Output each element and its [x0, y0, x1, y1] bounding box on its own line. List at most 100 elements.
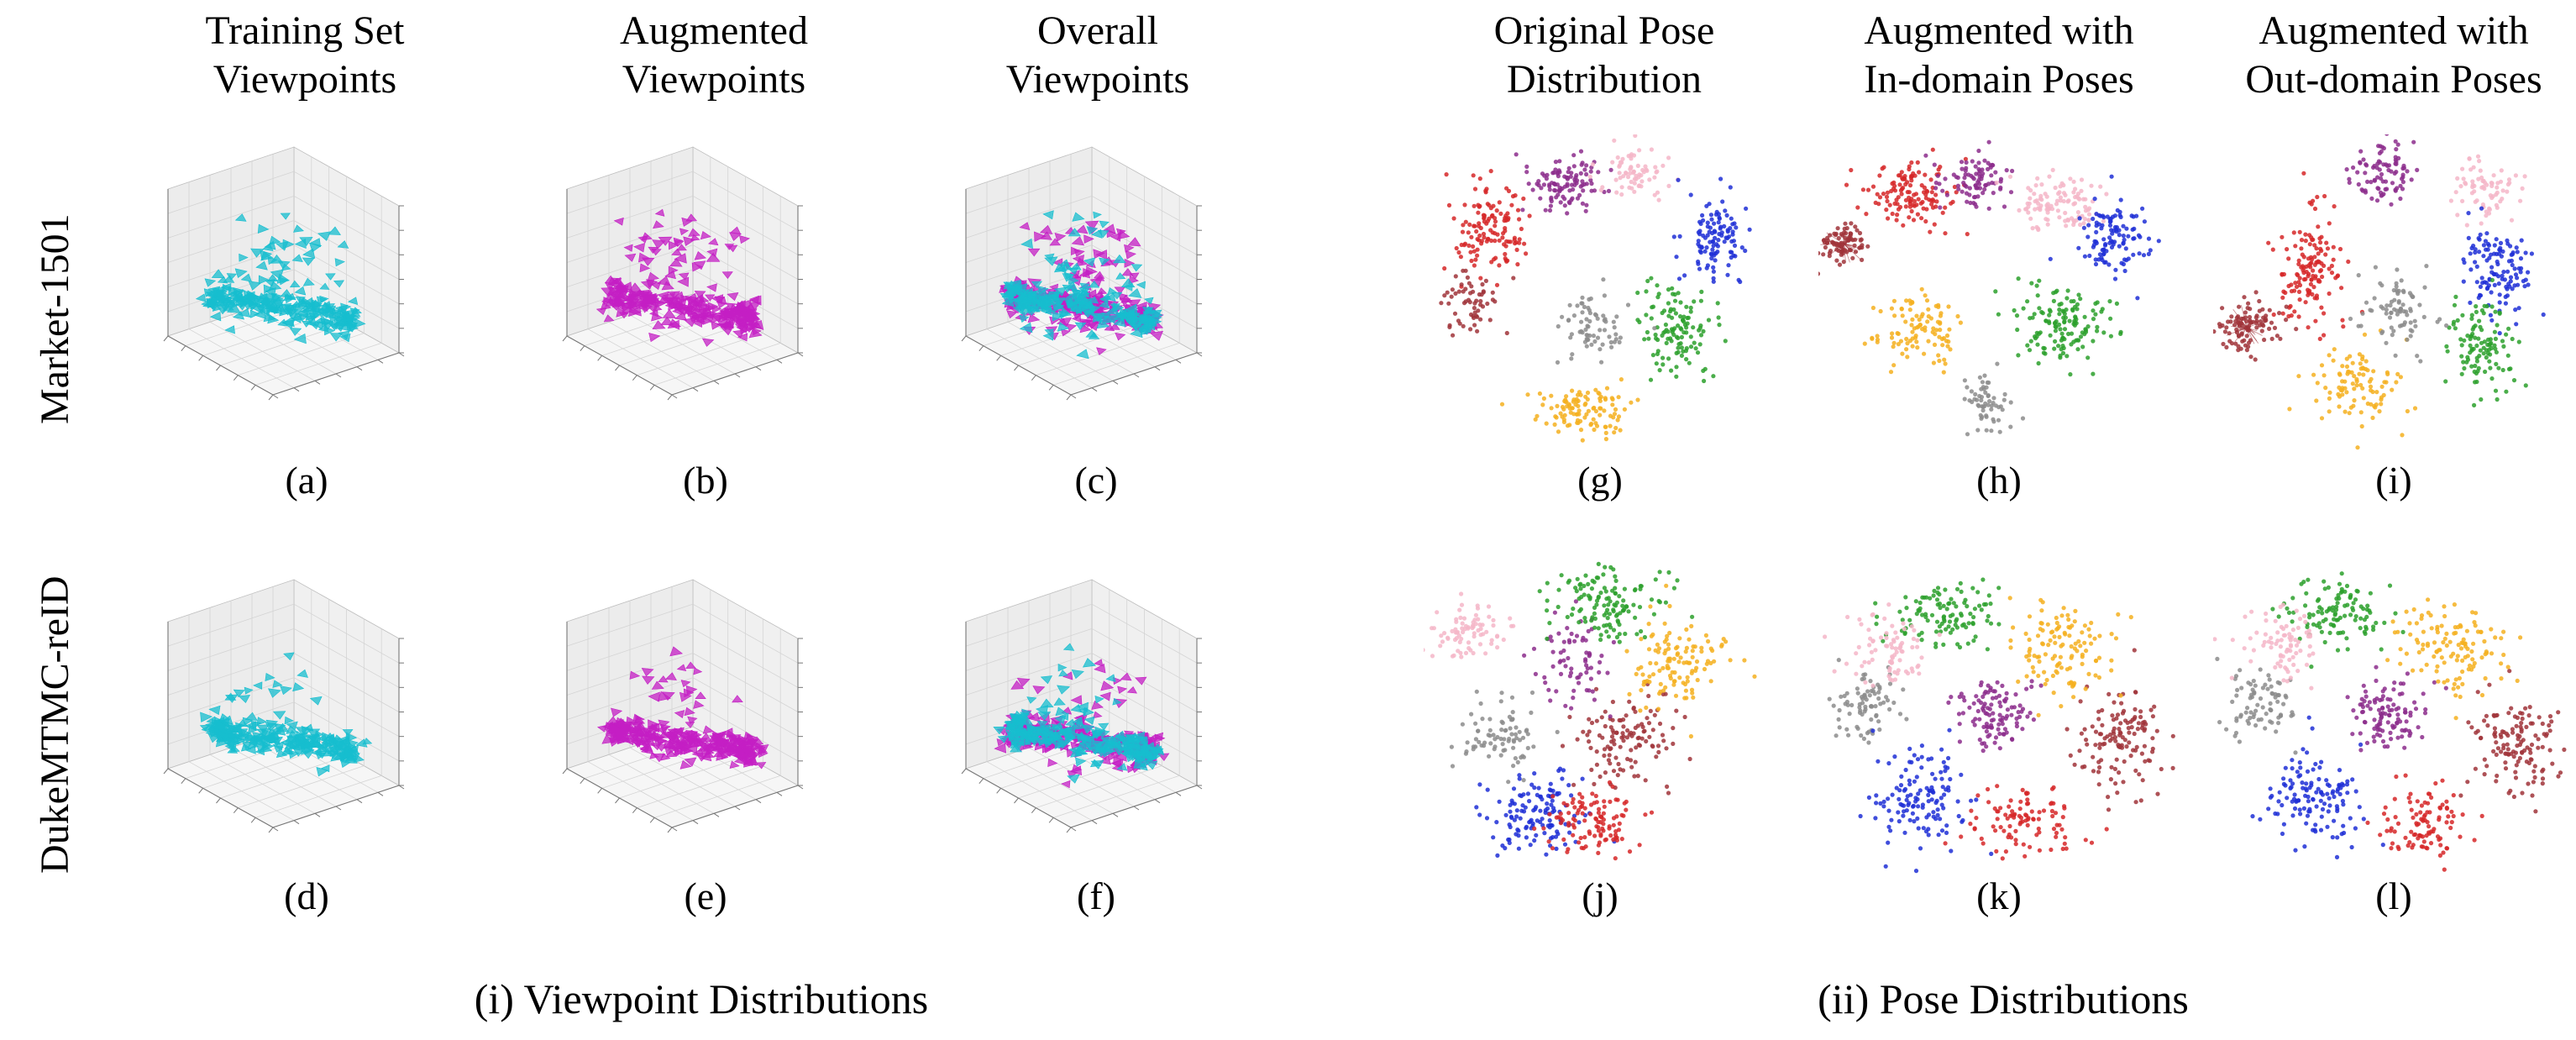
pose-point	[2394, 281, 2399, 286]
pose-point	[2076, 292, 2081, 297]
pose-point	[1875, 337, 1881, 342]
pose-point	[2308, 281, 2313, 286]
training-marker	[233, 689, 245, 698]
pose-point	[2269, 320, 2274, 325]
pose-point	[1584, 163, 1589, 168]
pose-point	[1561, 417, 1566, 423]
pose-point	[2477, 249, 2482, 255]
augmented-marker	[706, 248, 718, 257]
pose-point	[1905, 190, 1910, 195]
pose-point	[1909, 160, 1914, 165]
augmented-marker	[758, 748, 769, 758]
augmented-marker	[629, 670, 641, 680]
pose-point	[1849, 167, 1854, 173]
augmented-marker	[751, 319, 764, 330]
pose-point	[1890, 181, 1895, 186]
pose-point	[1540, 402, 1545, 407]
pose-point	[2489, 304, 2495, 309]
pose-point	[1725, 272, 1730, 277]
pose-point	[2246, 301, 2251, 306]
pose-point	[2473, 247, 2478, 252]
pose-point	[2126, 234, 2131, 239]
augmented-marker	[1061, 780, 1071, 789]
pose-point	[1591, 417, 1596, 422]
pose-point	[2394, 170, 2399, 175]
pose-point	[2385, 370, 2390, 375]
cube-tick	[667, 827, 673, 833]
pose-point	[2503, 301, 2508, 306]
augmented-marker	[699, 302, 711, 311]
pose-point	[2091, 308, 2096, 313]
pose-point	[2086, 212, 2092, 217]
pose-point	[1479, 241, 1484, 246]
pose-point	[1954, 190, 1959, 195]
pose-point	[1670, 315, 1675, 320]
pose-point	[2384, 380, 2389, 385]
training-marker	[274, 303, 286, 313]
pose-point	[1926, 314, 1931, 319]
pose-point	[2379, 149, 2384, 154]
pose-point	[2095, 328, 2100, 334]
training-marker	[283, 652, 295, 661]
pose-point	[1932, 342, 1938, 347]
pose-point	[1930, 205, 1936, 210]
pose-point	[2301, 268, 2306, 273]
pose-point	[1570, 388, 1575, 393]
pose-point	[1637, 148, 1642, 153]
cube-tick	[1066, 394, 1072, 401]
pose-point	[2350, 381, 2355, 386]
pose-point	[1493, 223, 1498, 228]
pose-point	[1660, 333, 1665, 338]
pose-point	[1666, 301, 1671, 306]
pose-point	[2050, 167, 2055, 172]
training-marker	[1015, 283, 1028, 292]
pose-point	[2008, 400, 2013, 405]
pose-point	[2049, 207, 2055, 212]
pose-point	[1917, 317, 1922, 323]
pose-point	[2317, 336, 2322, 341]
pose-point	[1562, 197, 1567, 202]
pose-point	[2269, 336, 2274, 341]
cube-tick	[776, 791, 783, 796]
pose-point	[1891, 363, 1897, 368]
augmented-marker	[667, 731, 679, 740]
pose-point	[1544, 176, 1549, 181]
pose-point	[1635, 163, 1640, 168]
pose-point	[1666, 287, 1671, 292]
pose-point	[1555, 403, 1560, 408]
augmented-marker	[652, 239, 666, 249]
pose-point	[1991, 191, 1996, 196]
pose-point	[2478, 168, 2483, 173]
pose-point	[2296, 314, 2301, 319]
augmented-marker	[1071, 764, 1083, 773]
pose-point	[2492, 329, 2497, 334]
pose-point	[2487, 359, 2492, 364]
pose-point	[2078, 297, 2083, 302]
augmented-marker	[693, 700, 705, 709]
pose-point	[1679, 334, 1684, 339]
cube-tick	[398, 352, 405, 357]
pose-point	[1940, 188, 1945, 193]
training-marker	[1074, 322, 1087, 330]
pose-point	[2053, 320, 2058, 325]
pose-point	[1579, 328, 1584, 334]
pose-point	[2015, 327, 2020, 333]
pose-point	[2280, 234, 2285, 239]
pose-point	[2405, 408, 2410, 414]
pose-point	[1976, 403, 1981, 408]
pose-point	[1911, 202, 1916, 207]
pose-point	[2327, 353, 2332, 358]
pose-point	[2362, 332, 2368, 337]
pose-point	[2069, 342, 2074, 347]
pose-point	[2461, 176, 2466, 181]
cube-tick	[797, 352, 804, 357]
pose-point	[2468, 300, 2473, 305]
pose-point	[1979, 397, 1984, 403]
augmented-marker	[1093, 249, 1105, 260]
pose-point	[2462, 260, 2467, 265]
pose-point	[1720, 199, 1725, 204]
cube-tick	[597, 355, 603, 361]
pose-point	[1514, 152, 1519, 157]
training-marker	[337, 240, 349, 249]
cube-tick	[335, 806, 342, 811]
